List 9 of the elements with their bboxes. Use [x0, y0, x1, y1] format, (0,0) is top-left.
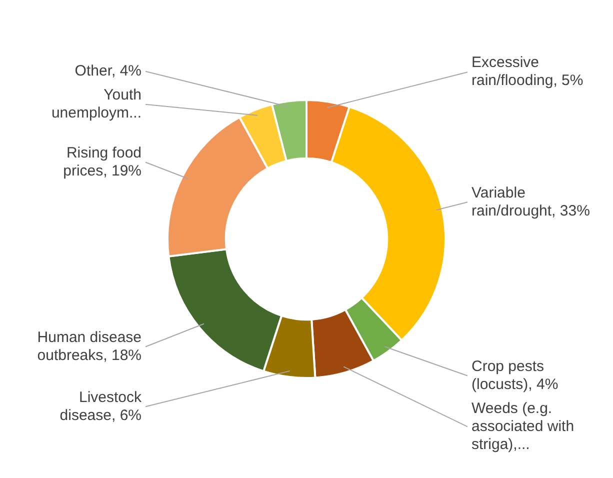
slice-label: Variable rain/drought, 33% [472, 184, 590, 220]
slice-label: Livestock disease, 6% [60, 388, 142, 424]
slice-label: Human disease outbreaks, 18% [37, 328, 142, 364]
slice-label: Youth unemploym... [51, 86, 142, 122]
slice-label: Excessive rain/flooding, 5% [472, 54, 584, 90]
slice-label: Rising food prices, 19% [63, 144, 142, 180]
slice-label: Crop pests (locusts), 4% [472, 358, 558, 393]
slice-label: Weeds (e.g. associated with striga),... [472, 400, 574, 453]
slice-label: Other, 4% [74, 62, 142, 80]
